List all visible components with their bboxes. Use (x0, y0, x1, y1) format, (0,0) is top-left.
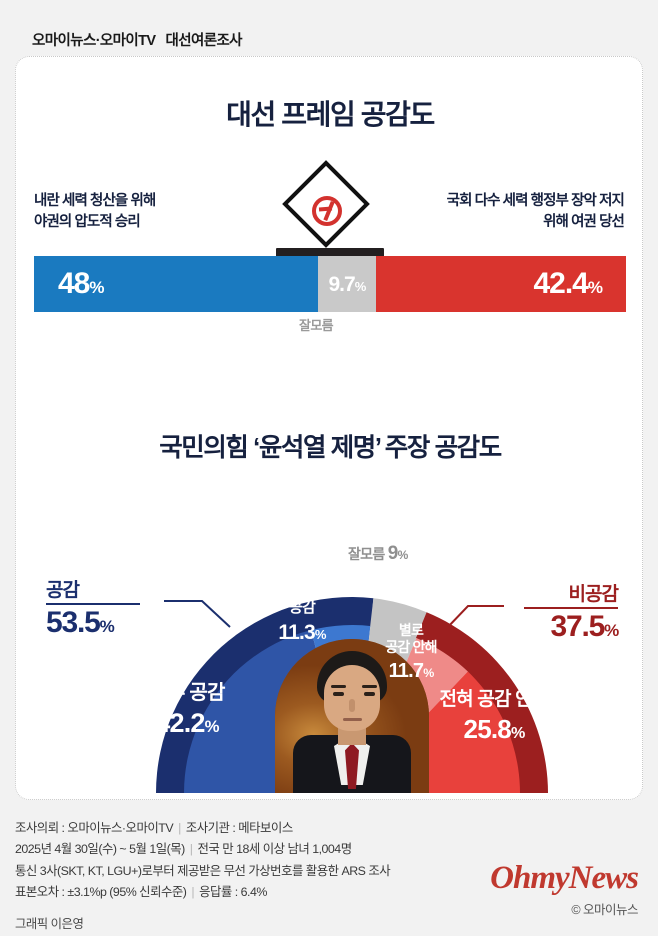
label-very-agree-caption: 매우 공감 (149, 682, 225, 704)
label-somewhat-agree-value: 11.3% (278, 621, 326, 644)
semicircle-donut-chart: 공감 53.5% 비공감 37.5% 잘모름 9% 매우 공감 42.2% 어느… (16, 467, 642, 793)
photo-tie (345, 743, 359, 789)
methodology-margin-error: 표본오차 : ±3.1%p (95% 신뢰수준) (15, 884, 187, 899)
bar-segment-dont-know: 9.7% (318, 256, 376, 312)
label-not-at-all-agree-caption: 전혀 공감 안해 (439, 689, 549, 710)
callout-disagree: 비공감 37.5% (524, 579, 619, 643)
methodology-commissioner: 조사의뢰 : 오마이뉴스·오마이TV (15, 821, 174, 835)
band-disagree (416, 612, 548, 793)
band-dont-know (370, 598, 427, 639)
masthead: 오마이뉴스·오마이TV 대선여론조사 (32, 29, 243, 50)
band-agree (156, 597, 374, 793)
photo-eye-left (333, 692, 344, 696)
logo-wordmark: OhmyNews (490, 860, 639, 896)
label-not-much-agree-value: 11.7% (388, 659, 435, 682)
leader-line-agree (164, 600, 231, 628)
yoon-suk-yeol-photo (275, 639, 429, 793)
label-not-much-agree-caption1: 별로 (398, 622, 424, 638)
frame-label-left-line1: 내란 세력 청산을 위해 (34, 193, 156, 209)
callout-agree: 공감 53.5% (46, 575, 140, 639)
callout-agree-value: 53.5% (46, 606, 115, 639)
donut-dont-know-caption: 잘모름 (348, 546, 385, 562)
donut-dont-know-value: 9% (387, 543, 409, 564)
frame-label-left-line2: 야권의 압도적 승리 (34, 214, 141, 231)
label-very-agree: 매우 공감 42.2% (112, 681, 262, 739)
ohmynews-logo: OhmyNews © 오마이뉴스 (490, 860, 639, 918)
label-somewhat-agree-caption2: 공감 (288, 599, 316, 616)
frame-label-right-line1: 국회 다수 세력 행정부 장악 저지 (446, 193, 625, 209)
label-very-agree-value: 42.2% (155, 708, 219, 738)
leader-line-disagree (445, 605, 504, 630)
label-not-much-agree-caption2: 공감 안해 (385, 638, 437, 655)
methodology-line-3: 통신 3사(SKT, KT, LGU+)로부터 제공받은 무선 가상번호를 활용… (15, 863, 391, 878)
frame-label-right-line2: 위해 여권 당선 (543, 214, 625, 231)
survey-methodology: 조사의뢰 : 오마이뉴스·오마이TV | 조사기관 : 메타보이스 2025년 4월… (15, 818, 465, 936)
methodology-response-rate: 응답률 : 6.4% (199, 884, 267, 899)
photo-mouth (343, 718, 362, 721)
methodology-line-4: 표본오차 : ±3.1%p (95% 신뢰수준) | 응답률 : 6.4% (15, 882, 465, 903)
label-not-at-all-agree-value: 25.8% (463, 713, 526, 744)
content-card: 대선 프레임 공감도 내란 세력 청산을 위해 야권의 압도적 승리 국회 다수… (15, 56, 643, 800)
section1-title: 대선 프레임 공감도 (226, 99, 435, 130)
photo-brow-right (362, 685, 377, 688)
bar-value-gray: 9.7% (328, 272, 366, 296)
label-not-much-agree: 별로 공감 안해 11.7% (365, 622, 457, 683)
graphic-credit: 그래픽 이은영 (15, 917, 84, 932)
methodology-line-1: 조사의뢰 : 오마이뉴스·오마이TV | 조사기관 : 메타보이스 (15, 818, 465, 839)
ballot-box-icon (266, 160, 394, 263)
photo-nose (349, 699, 355, 712)
callout-disagree-value: 37.5% (550, 610, 619, 643)
separator: | (189, 842, 193, 857)
bar-dont-know-caption: 잘모름 (298, 318, 334, 333)
photo-eye-right (364, 692, 375, 696)
methodology-period: 2025년 4월 30일(수) ~ 5월 1일(목) (15, 842, 185, 857)
photo-brow-left (331, 685, 346, 688)
methodology-line-2: 2025년 4월 30일(수) ~ 5월 1일(목) | 전국 만 18세 이상 남… (15, 839, 465, 860)
label-somewhat-agree-caption1: 어느 정도 (274, 581, 330, 598)
callout-disagree-rule (524, 607, 618, 609)
ballot-slot-icon (276, 248, 384, 257)
bar-segment-agree-opposition: 48% (34, 256, 319, 312)
bar-value-blue: 48% (58, 267, 105, 300)
callout-disagree-caption: 비공감 (568, 584, 619, 605)
bar-segment-agree-ruling: 42.4% (375, 256, 626, 312)
masthead-section: 대선여론조사 (165, 33, 242, 49)
frame-stacked-bar: 48% 9.7% 42.4% (34, 256, 626, 312)
callout-agree-caption: 공감 (46, 580, 80, 601)
frame-label-right: 국회 다수 세력 행정부 장악 저지 위해 여권 당선 (374, 191, 625, 233)
section2-title: 국민의힘 ‘윤석열 제명’ 주장 공감도 (159, 434, 502, 462)
bar-value-red: 42.4% (533, 267, 603, 300)
callout-agree-rule (46, 603, 140, 605)
label-somewhat-agree: 어느 정도 공감 11.3% (254, 581, 350, 645)
methodology-agency: 조사기관 : 메타보이스 (185, 821, 293, 835)
frame-label-left: 내란 세력 청산을 위해 야권의 압도적 승리 (34, 191, 284, 233)
masthead-outlet: 오마이뉴스·오마이TV (32, 33, 156, 49)
separator: | (191, 884, 195, 899)
methodology-sample: 전국 만 18세 이상 남녀 1,004명 (197, 842, 353, 857)
label-not-at-all-agree: 전혀 공감 안해 25.8% (412, 689, 576, 745)
donut-dont-know-label: 잘모름 9% (348, 543, 408, 565)
vote-stamp-icon (312, 196, 342, 226)
separator: | (178, 821, 181, 835)
logo-copyright: © 오마이뉴스 (571, 903, 638, 917)
